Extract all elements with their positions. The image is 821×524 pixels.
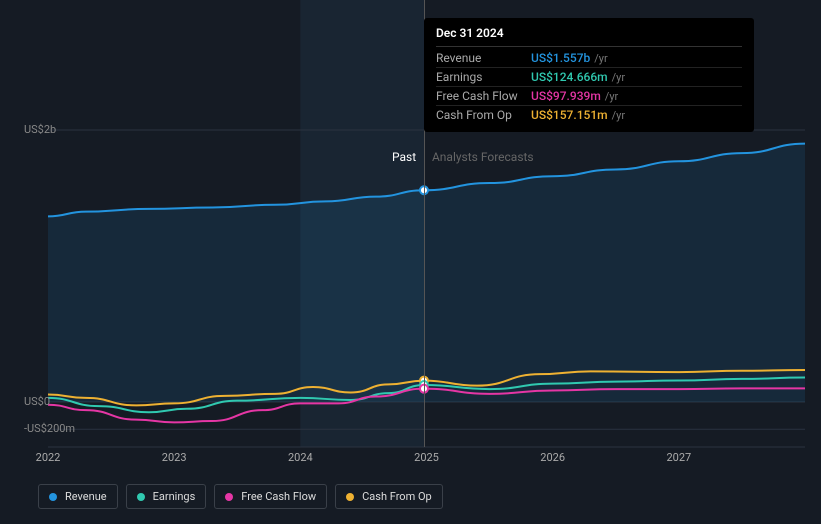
legend-dot-icon: [137, 493, 145, 501]
tooltip-row: EarningsUS$124.666m/yr: [436, 68, 742, 87]
x-axis-label: 2023: [162, 451, 187, 464]
tooltip-row-value: US$124.666m: [531, 70, 608, 84]
chart-tooltip: Dec 31 2024 RevenueUS$1.557b/yrEarningsU…: [424, 18, 754, 132]
tooltip-row-value: US$157.151m: [531, 108, 608, 122]
legend-item[interactable]: Cash From Op: [335, 484, 443, 509]
x-axis-label: 2026: [540, 451, 565, 464]
legend-item[interactable]: Earnings: [126, 484, 207, 509]
tooltip-row-label: Earnings: [436, 70, 531, 84]
legend-label: Cash From Op: [362, 490, 432, 503]
forecast-label: Analysts Forecasts: [432, 150, 534, 164]
legend-item[interactable]: Free Cash Flow: [214, 484, 327, 509]
legend-dot-icon: [346, 493, 354, 501]
legend-label: Earnings: [153, 490, 196, 503]
tooltip-row-label: Free Cash Flow: [436, 89, 531, 103]
legend-dot-icon: [225, 493, 233, 501]
x-axis-label: 2022: [36, 451, 61, 464]
tooltip-row: Free Cash FlowUS$97.939m/yr: [436, 87, 742, 106]
legend-item[interactable]: Revenue: [38, 484, 118, 509]
tooltip-date: Dec 31 2024: [436, 26, 742, 47]
tooltip-row-unit: /yr: [605, 90, 618, 103]
tooltip-row-label: Cash From Op: [436, 108, 531, 122]
tooltip-row-value: US$97.939m: [531, 89, 601, 103]
tooltip-row-unit: /yr: [612, 109, 625, 122]
past-label: Past: [392, 150, 416, 164]
x-axis-label: 2025: [414, 451, 439, 464]
legend-label: Revenue: [65, 490, 107, 503]
tooltip-row: Cash From OpUS$157.151m/yr: [436, 106, 742, 124]
tooltip-row: RevenueUS$1.557b/yr: [436, 49, 742, 68]
tooltip-row-value: US$1.557b: [531, 51, 590, 65]
legend: Revenue Earnings Free Cash Flow Cash From O…: [38, 484, 443, 509]
x-axis-label: 2027: [666, 451, 691, 464]
legend-dot-icon: [49, 493, 57, 501]
legend-label: Free Cash Flow: [241, 490, 316, 503]
chart-container: US$2bUS$0-US$200m 2022202320242025202620…: [16, 0, 805, 524]
x-axis-label: 2024: [288, 451, 313, 464]
tooltip-row-label: Revenue: [436, 51, 531, 65]
tooltip-row-unit: /yr: [594, 52, 607, 65]
tooltip-row-unit: /yr: [612, 71, 625, 84]
